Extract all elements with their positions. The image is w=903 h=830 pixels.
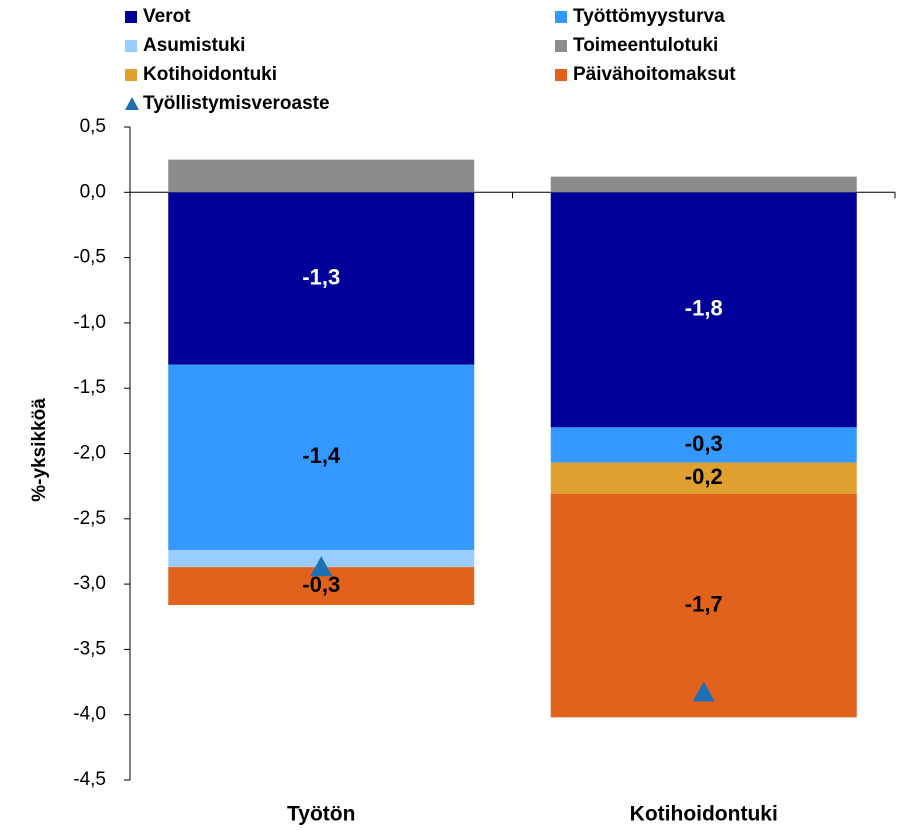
legend-label: Verot bbox=[143, 6, 191, 27]
x-tick-label: Kotihoidontuki bbox=[630, 803, 778, 826]
marker bbox=[692, 681, 715, 702]
value-label: -0,3 bbox=[685, 431, 723, 456]
marker bbox=[310, 556, 333, 577]
y-tick-label: -2,0 bbox=[73, 443, 106, 464]
legend-swatch bbox=[125, 40, 137, 52]
value-label: -1,8 bbox=[685, 296, 723, 321]
bar-segment bbox=[550, 192, 857, 428]
bar-segment bbox=[168, 364, 475, 551]
y-tick-label: -4,5 bbox=[73, 769, 106, 790]
y-tick-label: -3,0 bbox=[73, 573, 106, 594]
y-tick-label: 0,0 bbox=[80, 181, 106, 202]
legend-swatch bbox=[125, 69, 137, 81]
y-tick-label: -3,5 bbox=[73, 638, 106, 659]
value-label: -1,7 bbox=[685, 591, 723, 616]
bar-segment bbox=[550, 176, 857, 193]
y-tick-label: -2,5 bbox=[73, 508, 106, 529]
legend-label: Asumistuki bbox=[143, 35, 245, 56]
y-tick-label: -4,0 bbox=[73, 704, 106, 725]
value-label: -0,3 bbox=[302, 572, 340, 597]
legend-label: Työttömyysturva bbox=[573, 6, 725, 27]
legend-swatch bbox=[125, 11, 137, 23]
x-tick-label: Työtön bbox=[287, 803, 355, 826]
bar-segment bbox=[550, 462, 857, 494]
y-tick-label: -1,5 bbox=[73, 377, 106, 398]
legend-swatch bbox=[555, 69, 567, 81]
bar-segment bbox=[168, 192, 475, 365]
legend-swatch bbox=[125, 97, 139, 110]
y-tick-label: -0,5 bbox=[73, 247, 106, 268]
value-label: -1,3 bbox=[302, 264, 340, 289]
value-label: -1,4 bbox=[302, 443, 341, 468]
legend-label: Päivähoitomaksut bbox=[573, 64, 736, 85]
legend-swatch bbox=[555, 40, 567, 52]
legend-label: Toimeentulotuki bbox=[573, 35, 718, 56]
legend-label: Työllistymisveroaste bbox=[143, 93, 330, 114]
legend-label: Kotihoidontuki bbox=[143, 64, 277, 85]
value-label: -0,2 bbox=[685, 464, 723, 489]
y-tick-label: -1,0 bbox=[73, 312, 106, 333]
y-tick-label: 0,5 bbox=[80, 116, 106, 137]
bar-segment bbox=[550, 493, 857, 718]
bar-segment bbox=[168, 159, 475, 193]
y-axis-label: %-yksikköä bbox=[29, 398, 50, 502]
bar-segment bbox=[550, 427, 857, 463]
legend-swatch bbox=[555, 11, 567, 23]
